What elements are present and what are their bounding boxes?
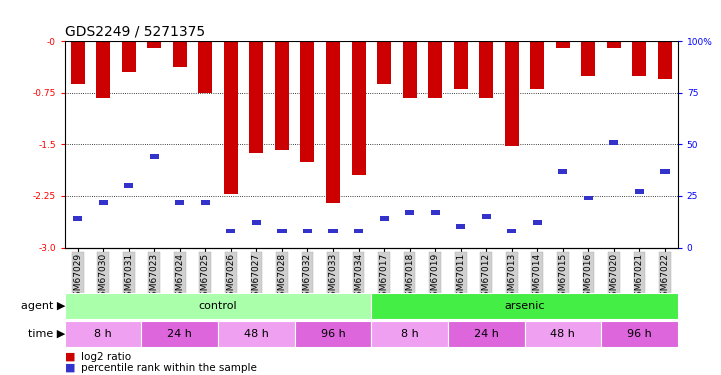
- Bar: [218, 321, 295, 347]
- Bar: [505, 41, 519, 146]
- Bar: [609, 140, 619, 145]
- Bar: [660, 169, 670, 174]
- Bar: [379, 216, 389, 221]
- Bar: [147, 41, 162, 48]
- Bar: [402, 41, 417, 98]
- Bar: [99, 200, 107, 204]
- Bar: [175, 200, 185, 204]
- Bar: [224, 41, 238, 194]
- Bar: [354, 229, 363, 233]
- Text: 96 h: 96 h: [321, 329, 345, 339]
- Bar: [301, 41, 314, 162]
- Bar: [200, 200, 210, 204]
- Bar: [430, 210, 440, 215]
- Text: 48 h: 48 h: [244, 329, 269, 339]
- Bar: [377, 41, 391, 84]
- Bar: [122, 41, 136, 72]
- Bar: [65, 321, 141, 347]
- Bar: [581, 41, 596, 76]
- Bar: [96, 41, 110, 98]
- Text: percentile rank within the sample: percentile rank within the sample: [81, 363, 257, 373]
- Bar: [371, 292, 678, 319]
- Bar: [150, 154, 159, 159]
- Text: agent ▶: agent ▶: [20, 301, 65, 310]
- Text: 24 h: 24 h: [474, 329, 499, 339]
- Bar: [295, 321, 371, 347]
- Bar: [584, 196, 593, 200]
- Bar: [71, 41, 84, 84]
- Bar: [73, 216, 82, 221]
- Bar: [482, 214, 491, 219]
- Bar: [226, 229, 236, 233]
- Bar: [607, 41, 621, 48]
- Bar: [479, 41, 493, 98]
- Bar: [124, 183, 133, 188]
- Text: control: control: [199, 301, 237, 310]
- Bar: [454, 41, 468, 89]
- Bar: [635, 189, 644, 194]
- Bar: [456, 225, 465, 229]
- Text: ■: ■: [65, 352, 79, 362]
- Bar: [632, 41, 647, 76]
- Bar: [329, 229, 337, 233]
- Bar: [405, 210, 414, 215]
- Bar: [556, 41, 570, 48]
- Text: 24 h: 24 h: [167, 329, 193, 339]
- Text: log2 ratio: log2 ratio: [81, 352, 131, 362]
- Bar: [352, 41, 366, 175]
- Bar: [173, 41, 187, 68]
- Bar: [558, 169, 567, 174]
- Text: 96 h: 96 h: [627, 329, 652, 339]
- Text: 48 h: 48 h: [550, 329, 575, 339]
- Bar: [371, 321, 448, 347]
- Bar: [507, 229, 516, 233]
- Bar: [278, 229, 286, 233]
- Bar: [533, 220, 542, 225]
- Bar: [326, 41, 340, 203]
- Text: 8 h: 8 h: [401, 329, 418, 339]
- Bar: [141, 321, 218, 347]
- Bar: [65, 292, 371, 319]
- Text: ■: ■: [65, 363, 79, 373]
- Bar: [601, 321, 678, 347]
- Bar: [428, 41, 442, 98]
- Bar: [530, 41, 544, 89]
- Bar: [198, 41, 213, 93]
- Text: time ▶: time ▶: [27, 329, 65, 339]
- Bar: [525, 321, 601, 347]
- Bar: [658, 41, 672, 79]
- Text: GDS2249 / 5271375: GDS2249 / 5271375: [65, 25, 205, 39]
- Bar: [303, 229, 312, 233]
- Bar: [275, 41, 289, 150]
- Text: 8 h: 8 h: [94, 329, 112, 339]
- Bar: [252, 220, 261, 225]
- Text: arsenic: arsenic: [504, 301, 545, 310]
- Bar: [249, 41, 263, 153]
- Bar: [448, 321, 525, 347]
